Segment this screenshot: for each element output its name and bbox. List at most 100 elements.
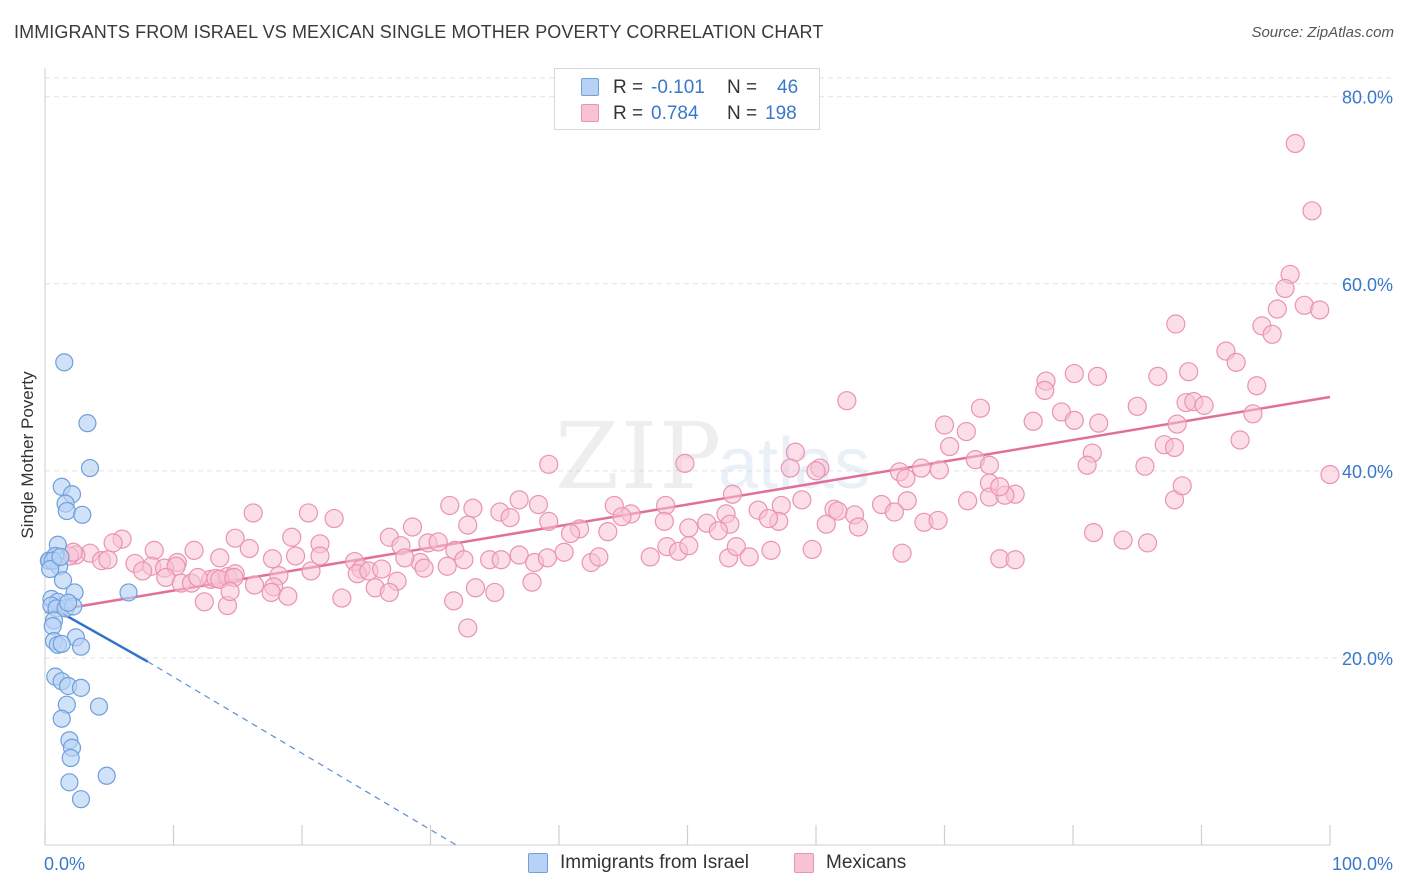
mexicans-point [1247,376,1267,396]
mexicans-point [802,539,822,560]
mexicans-point [761,540,781,560]
mexicans-point [395,548,415,568]
mexicans-trend-line [44,395,1331,614]
mexicans-point [491,550,511,570]
mexicans-point [679,536,699,556]
mexicans-point [554,542,574,562]
mexicans-point [970,398,991,418]
mexicans-point [589,547,609,567]
mexicans-point [679,518,699,538]
mexicans-point [1164,437,1185,458]
mexicans-point [726,537,746,557]
mexicans-point [1243,404,1263,424]
x-tick-label: 100.0% [1332,854,1393,874]
mexicans-point [1275,278,1295,299]
israel-point [61,748,80,768]
x-tick-label: 0.0% [44,854,85,874]
mexicans-point [1135,456,1155,476]
israel-point [41,559,60,579]
mexicans-point [675,453,695,473]
y-tick-label: 20.0% [1342,649,1393,669]
israel-point [52,709,71,728]
israel-swatch [581,78,599,96]
n-label: N = [727,77,758,98]
israel-point [52,634,71,653]
mexicans-point [1148,366,1168,386]
mexicans-point [929,460,949,480]
mexicans-legend-swatch [794,853,814,873]
mexicans-point [897,491,917,511]
chart-title: IMMIGRANTS FROM ISRAEL VS MEXICAN SINGLE… [14,22,824,42]
mexicans-point [956,421,976,442]
israel-point [55,353,74,372]
watermark: ZIP atlas [555,403,870,510]
mexicans-point [282,527,302,547]
mexicans-point [708,521,728,541]
mexicans-swatch [581,104,599,122]
mexicans-point [310,546,330,566]
israel-point [80,458,100,478]
watermark-zip: ZIP [555,403,723,510]
mexicans-point [509,490,529,510]
mexicans-point [828,501,848,521]
mexicans-point [184,540,204,560]
n-value: 198 [765,103,797,124]
mexicans-point [428,532,448,552]
mexicans-point [463,498,483,518]
mexicans-legend-label: Mexicans [826,852,907,873]
mexicans-point [98,550,118,570]
mexicans-point [1064,410,1084,430]
mexicans-point [1064,363,1084,384]
israel-point [78,414,97,433]
mexicans-point [500,508,520,528]
israel-point [57,501,76,521]
r-value: -0.101 [651,77,705,98]
israel-legend-label: Immigrants from Israel [560,852,749,873]
mexicans-point [612,507,632,527]
legend-row-mexicans: R = 0.784 N = 198 [555,101,819,127]
mexicans-point [1310,300,1330,320]
mexicans-point [785,442,806,462]
mexicans-point [298,503,319,523]
mexicans-point [1262,324,1282,344]
mexicans-point [722,484,743,504]
mexicans-point [458,618,478,638]
israel-point [59,593,78,612]
n-label: N = [727,103,758,124]
mexicans-point [1087,366,1108,386]
mexicans-point [210,548,230,568]
mexicans-point [444,591,464,611]
israel-point [119,583,138,602]
mexicans-point [896,468,916,488]
mexicans-point [1167,414,1187,434]
mexicans-point [940,436,960,457]
mexicans-point [806,461,826,481]
mexicans-point [402,517,423,537]
israel-point [51,547,70,567]
mexicans-point [758,508,779,529]
israel-trend-extension [147,661,457,846]
tick-labels: 20.0% 40.0% 60.0% 80.0% 0.0% 100.0% [44,88,1393,874]
mexicans-point [892,543,912,563]
r-label: R = [613,77,644,98]
israel-point [53,571,73,590]
mexicans-point [522,572,542,592]
mexicans-point [485,582,505,603]
mexicans-point [780,458,800,478]
mexicans-point [225,528,245,548]
mexicans-point [911,458,931,478]
mexicans-point [239,538,259,559]
mexicans-point [792,490,812,510]
mexicans-point [528,494,549,515]
mexicans-point [598,522,618,542]
mexicans-point [324,508,344,529]
israel-point [71,790,91,809]
mexicans-point [133,561,153,581]
israel-point [97,766,116,785]
mexicans-point [188,567,208,588]
mexicans-point [1077,455,1097,475]
mexicans-point [654,511,674,531]
mexicans-point [1230,430,1250,450]
r-value: 0.784 [651,103,699,124]
